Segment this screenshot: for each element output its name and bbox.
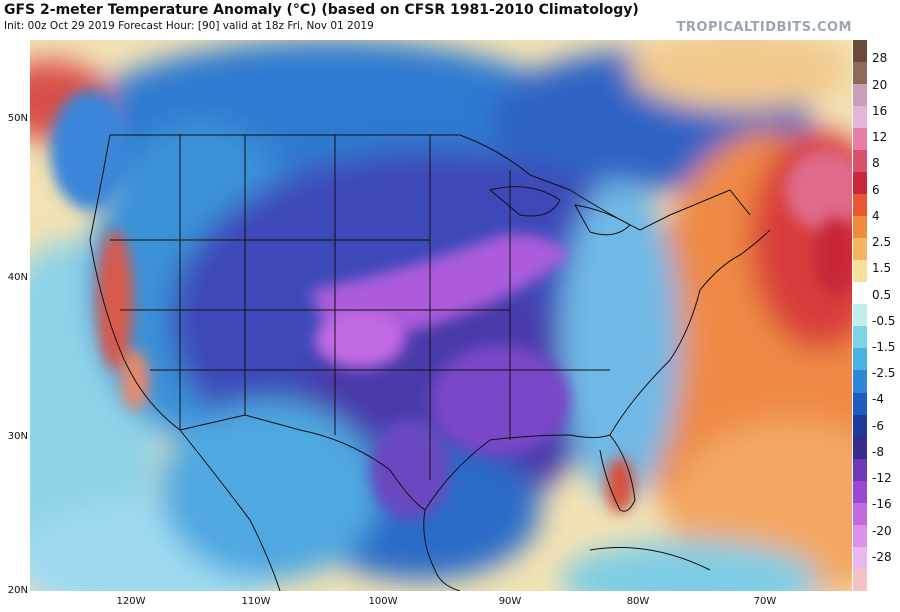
colorbar-swatch bbox=[853, 348, 867, 371]
colorbar-swatch bbox=[853, 40, 867, 63]
forecast-info: Init: 00z Oct 29 2019 Forecast Hour: [90… bbox=[4, 20, 374, 32]
colorbar-swatch bbox=[853, 480, 867, 503]
brand-watermark: TROPICALTIDBITS.COM bbox=[676, 20, 852, 35]
lon-label-70w: 70W bbox=[753, 596, 777, 607]
colorbar-swatch bbox=[853, 260, 867, 283]
colorbar-swatch bbox=[853, 524, 867, 547]
colorbar-label: 16 bbox=[872, 103, 888, 118]
colorbar-label: -1.5 bbox=[872, 339, 896, 354]
colorbar-label: -8 bbox=[872, 444, 884, 459]
lat-label-20n: 20N bbox=[7, 585, 28, 596]
colorbar-label: 28 bbox=[872, 51, 888, 66]
colorbar-swatch bbox=[853, 62, 867, 85]
colorbar-swatch bbox=[853, 458, 867, 481]
lon-label-90w: 90W bbox=[498, 596, 522, 607]
map-canvas bbox=[30, 40, 852, 591]
colorbar-swatch bbox=[853, 216, 867, 239]
colorbar-label: 0.5 bbox=[872, 287, 892, 302]
colorbar-swatch bbox=[853, 546, 867, 569]
colorbar-label: 12 bbox=[872, 130, 888, 145]
lat-label-30n: 30N bbox=[7, 431, 28, 442]
colorbar-label: -4 bbox=[872, 392, 884, 407]
colorbar-swatch bbox=[853, 282, 867, 305]
colorbar bbox=[853, 40, 867, 591]
colorbar-swatch bbox=[853, 502, 867, 525]
colorbar-swatch bbox=[853, 436, 867, 459]
colorbar-swatch bbox=[853, 392, 867, 415]
colorbar-swatch bbox=[853, 106, 867, 129]
lon-label-110w: 110W bbox=[241, 596, 271, 607]
colorbar-label: -12 bbox=[872, 471, 892, 486]
colorbar-swatch bbox=[853, 304, 867, 327]
chart-title: GFS 2-meter Temperature Anomaly (°C) (ba… bbox=[4, 2, 639, 18]
colorbar-swatch bbox=[853, 84, 867, 107]
colorbar-label: 4 bbox=[872, 208, 880, 223]
colorbar-label: -2.5 bbox=[872, 366, 896, 381]
colorbar-swatch bbox=[853, 172, 867, 195]
lon-label-120w: 120W bbox=[116, 596, 146, 607]
colorbar-swatch bbox=[853, 568, 867, 591]
colorbar-swatch bbox=[853, 150, 867, 173]
colorbar-swatch bbox=[853, 326, 867, 349]
colorbar-label: 20 bbox=[872, 77, 888, 92]
colorbar-swatch bbox=[853, 370, 867, 393]
colorbar-label: 6 bbox=[872, 182, 880, 197]
colorbar-label: 1.5 bbox=[872, 261, 892, 276]
colorbar-label: 8 bbox=[872, 156, 880, 171]
colorbar-label: -20 bbox=[872, 523, 892, 538]
anomaly-map bbox=[30, 40, 852, 591]
lon-label-80w: 80W bbox=[626, 596, 650, 607]
colorbar-label: -6 bbox=[872, 418, 884, 433]
colorbar-swatch bbox=[853, 238, 867, 261]
colorbar-label: -0.5 bbox=[872, 313, 896, 328]
lat-label-50n: 50N bbox=[7, 113, 28, 124]
colorbar-swatch bbox=[853, 128, 867, 151]
borders bbox=[89, 134, 771, 591]
colorbar-label: -28 bbox=[872, 549, 892, 564]
lat-label-40n: 40N bbox=[7, 272, 28, 283]
lon-label-100w: 100W bbox=[368, 596, 398, 607]
colorbar-swatch bbox=[853, 414, 867, 437]
colorbar-label: 2.5 bbox=[872, 235, 892, 250]
colorbar-label: -16 bbox=[872, 497, 892, 512]
colorbar-swatch bbox=[853, 194, 867, 217]
